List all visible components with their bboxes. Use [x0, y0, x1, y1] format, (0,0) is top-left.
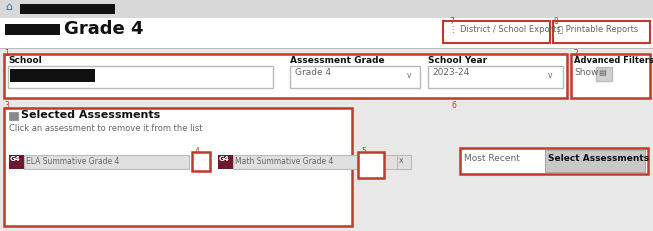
Text: Show: Show — [574, 68, 598, 77]
Bar — [8, 66, 273, 88]
Text: Select Assessments: Select Assessments — [548, 154, 649, 163]
Text: Selected Assessments: Selected Assessments — [21, 110, 160, 120]
Bar — [10, 69, 95, 82]
Bar — [571, 54, 650, 98]
Text: Advanced Filters: Advanced Filters — [574, 56, 653, 65]
Bar — [0, 99, 653, 231]
Bar — [460, 148, 648, 174]
Bar — [24, 155, 189, 169]
Text: Grade 4: Grade 4 — [64, 20, 144, 38]
Text: v: v — [548, 71, 552, 80]
Text: 4: 4 — [195, 147, 200, 156]
Text: 2: 2 — [573, 49, 578, 58]
Bar — [428, 66, 563, 88]
Bar — [0, 18, 653, 48]
Text: Click an assessment to remove it from the list: Click an assessment to remove it from th… — [9, 124, 202, 133]
Text: x: x — [399, 156, 404, 165]
Text: 3: 3 — [4, 101, 9, 110]
Bar — [596, 67, 612, 81]
Bar — [218, 155, 233, 169]
Text: ⋮ District / School Exports: ⋮ District / School Exports — [449, 25, 561, 34]
Text: School: School — [8, 56, 42, 65]
Text: G4: G4 — [10, 156, 21, 162]
Bar — [4, 108, 352, 226]
Bar — [4, 54, 567, 98]
Text: 5: 5 — [361, 147, 366, 156]
Bar — [553, 21, 650, 43]
Text: Math Summative Grade 4: Math Summative Grade 4 — [235, 156, 334, 165]
Text: v: v — [407, 71, 411, 80]
Bar — [20, 4, 115, 14]
Bar — [9, 112, 18, 120]
Bar — [9, 155, 24, 169]
Text: School Year: School Year — [428, 56, 487, 65]
Bar — [443, 21, 550, 43]
Bar — [0, 48, 653, 49]
Text: ▤: ▤ — [598, 69, 606, 77]
Text: ⌂: ⌂ — [5, 2, 12, 12]
Bar — [0, 0, 653, 18]
Text: 1: 1 — [4, 49, 8, 58]
Bar — [358, 152, 384, 178]
Bar — [0, 99, 653, 100]
Text: Assessment Grade: Assessment Grade — [290, 56, 385, 65]
Text: 2023-24: 2023-24 — [432, 68, 470, 77]
Text: ELA Summative Grade 4: ELA Summative Grade 4 — [26, 156, 119, 165]
Bar — [545, 150, 645, 172]
Text: +: + — [364, 159, 377, 174]
Bar — [397, 155, 411, 169]
Text: Most Recent: Most Recent — [464, 154, 520, 163]
Text: 6: 6 — [452, 101, 457, 110]
Text: ⎙ Printable Reports: ⎙ Printable Reports — [558, 25, 638, 34]
Bar — [5, 24, 60, 35]
Text: 7: 7 — [449, 17, 454, 26]
Text: x: x — [196, 156, 201, 165]
Text: 8: 8 — [554, 17, 559, 26]
Text: G4: G4 — [219, 156, 230, 162]
Text: Grade 4: Grade 4 — [295, 68, 331, 77]
Bar — [233, 155, 398, 169]
Bar — [192, 152, 210, 171]
Bar — [290, 66, 420, 88]
